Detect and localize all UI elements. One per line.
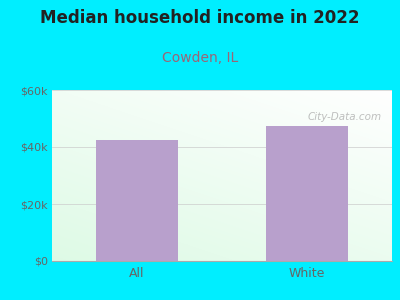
Text: Median household income in 2022: Median household income in 2022 bbox=[40, 9, 360, 27]
Text: City-Data.com: City-Data.com bbox=[308, 112, 382, 122]
Bar bbox=[96, 140, 178, 261]
Text: Cowden, IL: Cowden, IL bbox=[162, 51, 238, 65]
Bar bbox=[266, 126, 348, 261]
